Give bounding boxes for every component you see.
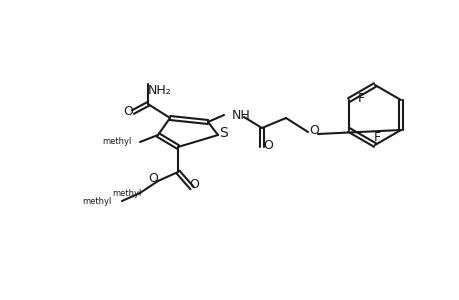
Text: methyl: methyl (102, 136, 132, 146)
Text: NH₂: NH₂ (148, 83, 171, 97)
Text: S: S (219, 126, 228, 140)
Text: methyl: methyl (83, 196, 112, 206)
Text: F: F (357, 92, 364, 104)
Text: O: O (189, 178, 198, 191)
Text: O: O (123, 104, 133, 118)
Text: O: O (263, 139, 272, 152)
Text: NH: NH (231, 109, 250, 122)
Text: O: O (148, 172, 157, 184)
Text: F: F (373, 130, 380, 143)
Text: methyl: methyl (112, 188, 141, 197)
Text: O: O (308, 124, 318, 136)
